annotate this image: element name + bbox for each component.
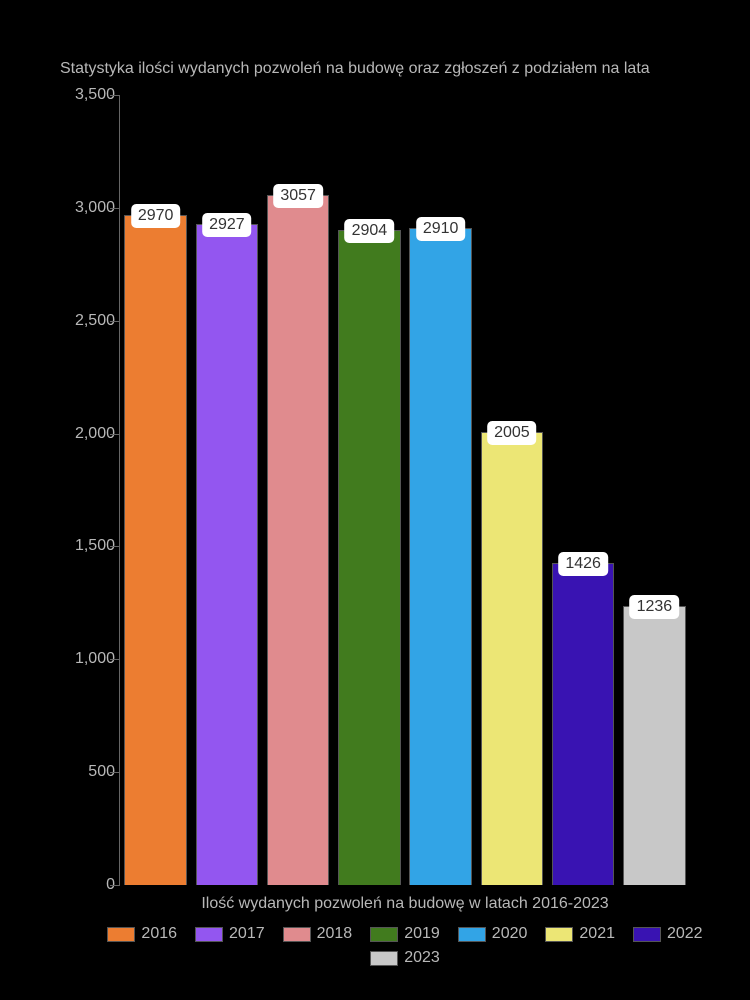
bar-value-label: 3057: [273, 184, 323, 208]
y-tick-label: 3,500: [75, 86, 115, 104]
bar-value-label: 2910: [416, 217, 466, 241]
legend-label: 2021: [579, 925, 615, 943]
bar-2022: [552, 563, 615, 885]
bar-2020: [409, 228, 472, 885]
bar-value-label: 1236: [630, 595, 680, 619]
legend: 2016 2017 2018 2019 2020 2021 2022 2023: [80, 925, 730, 967]
legend-label: 2017: [229, 925, 265, 943]
legend-item-2022: 2022: [633, 925, 703, 943]
bar-value-label: 2005: [487, 421, 537, 445]
y-tick-label: 2,500: [75, 312, 115, 330]
y-tick-mark: [110, 885, 120, 886]
legend-item-2017: 2017: [195, 925, 265, 943]
y-tick-label: 1,000: [75, 650, 115, 668]
legend-item-2023: 2023: [370, 949, 440, 967]
legend-swatch: [545, 927, 573, 942]
legend-item-2019: 2019: [370, 925, 440, 943]
y-tick-label: 2,000: [75, 425, 115, 443]
legend-swatch: [633, 927, 661, 942]
legend-swatch: [458, 927, 486, 942]
legend-label: 2018: [317, 925, 353, 943]
bar-value-label: 2927: [202, 213, 252, 237]
bar-2017: [196, 224, 259, 885]
bar-2023: [623, 606, 686, 885]
legend-swatch: [283, 927, 311, 942]
legend-label: 2019: [404, 925, 440, 943]
y-tick-label: 3,000: [75, 199, 115, 217]
chart-title: Statystyka ilości wydanych pozwoleń na b…: [60, 60, 730, 78]
legend-label: 2020: [492, 925, 528, 943]
bar-2021: [481, 432, 544, 885]
legend-swatch: [195, 927, 223, 942]
chart-container: Statystyka ilości wydanych pozwoleń na b…: [0, 0, 750, 1000]
legend-item-2020: 2020: [458, 925, 528, 943]
x-axis-label: Ilość wydanych pozwoleń na budowę w lata…: [120, 895, 690, 913]
y-tick-label: 1,500: [75, 537, 115, 555]
bar-2018: [267, 195, 330, 885]
bar-value-label: 2904: [345, 219, 395, 243]
legend-swatch: [107, 927, 135, 942]
bar-2019: [338, 230, 401, 885]
legend-label: 2022: [667, 925, 703, 943]
legend-swatch: [370, 951, 398, 966]
legend-swatch: [370, 927, 398, 942]
legend-item-2016: 2016: [107, 925, 177, 943]
legend-label: 2016: [141, 925, 177, 943]
legend-label: 2023: [404, 949, 440, 967]
plot-area: 2970 2927 3057 2904 2910 2005 1426 1236: [120, 95, 690, 885]
legend-item-2021: 2021: [545, 925, 615, 943]
bar-2016: [124, 215, 187, 885]
bar-value-label: 1426: [558, 552, 608, 576]
bar-value-label: 2970: [131, 204, 181, 228]
legend-item-2018: 2018: [283, 925, 353, 943]
